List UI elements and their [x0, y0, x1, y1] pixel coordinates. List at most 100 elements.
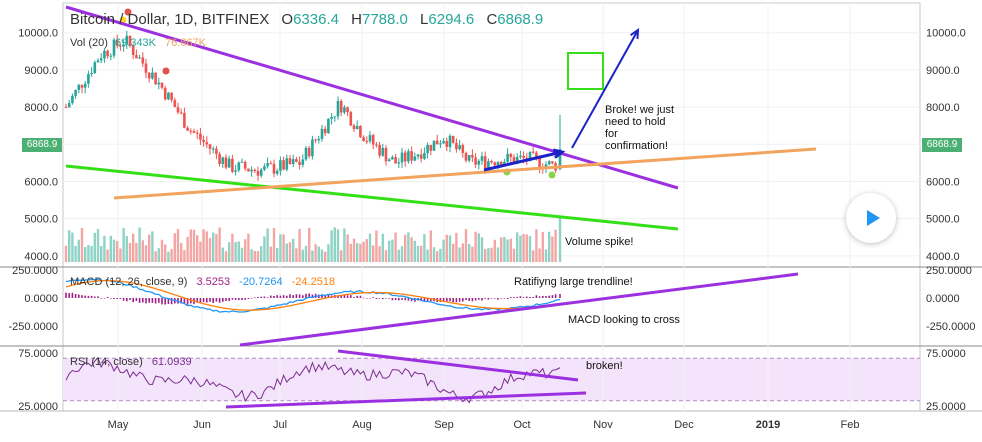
macd-histogram-bar — [298, 294, 301, 298]
volume-bar — [256, 251, 260, 262]
marker-red — [124, 8, 132, 16]
candle-body — [515, 157, 519, 164]
macd-histogram-bar — [257, 296, 259, 298]
candle-body — [394, 157, 397, 164]
note-ratify: Ratifiyng large trendline! — [514, 276, 633, 288]
candle-body — [67, 103, 71, 108]
candle-body — [179, 112, 183, 114]
candle-body — [535, 152, 538, 157]
candle-body — [547, 161, 551, 165]
volume-bar — [509, 238, 512, 262]
volume-bar — [487, 248, 490, 262]
volume-bar — [525, 234, 528, 262]
macd-histogram-bar — [385, 298, 387, 299]
rising-trendline — [113, 147, 817, 200]
volume-bar — [244, 239, 247, 262]
volume-bar — [372, 245, 375, 262]
candle-body — [122, 44, 125, 47]
volume-bar — [122, 227, 125, 262]
candle-body — [445, 140, 449, 148]
candle-body — [538, 156, 541, 169]
macd-histogram-bar — [100, 297, 102, 299]
volume-bar — [362, 241, 365, 262]
rsi-lower-trendline — [225, 391, 587, 409]
volume-bar — [208, 238, 212, 262]
volume-bar — [173, 233, 176, 262]
volume-bar — [394, 232, 397, 262]
macd-histogram-bar — [353, 297, 355, 298]
candle-body — [189, 130, 193, 132]
volume-bar — [551, 236, 554, 262]
macd-histogram-bar — [324, 295, 326, 298]
candle-body — [77, 84, 81, 90]
candle-body — [99, 58, 103, 61]
volume-bar — [532, 250, 535, 262]
volume-bar — [64, 245, 68, 262]
play-button[interactable] — [846, 193, 896, 243]
volume-bar — [192, 229, 196, 262]
breakout-arrow — [571, 29, 639, 149]
macd-histogram-bar — [158, 298, 160, 303]
macd-histogram-bar — [468, 298, 470, 301]
macd-histogram-bar — [260, 296, 262, 298]
macd-histogram-bar — [401, 298, 403, 300]
time-tick: Feb — [841, 419, 860, 431]
volume-bar — [416, 245, 420, 262]
volume-bar — [87, 244, 90, 262]
volume-bar — [240, 247, 244, 262]
macd-histogram-bar — [138, 298, 141, 303]
rsi-legend-label[interactable]: RSI (14, close) — [70, 356, 143, 368]
macd-histogram-bar — [161, 298, 163, 305]
candle-body — [87, 74, 90, 84]
volume-bar — [528, 236, 532, 262]
candle-body — [381, 147, 385, 156]
macd-histogram-bar — [241, 298, 243, 301]
volume-bar — [544, 249, 548, 262]
volume-bar — [285, 243, 288, 262]
candle-body — [147, 72, 151, 79]
rsi-line — [65, 356, 561, 404]
volume-bar — [375, 230, 378, 262]
volume-bar — [298, 229, 301, 262]
macd-histogram-bar — [398, 298, 400, 301]
volume-bar — [410, 237, 413, 262]
macd-histogram-bar — [244, 298, 246, 300]
macd-histogram-bar — [266, 297, 269, 298]
volume-value-1: 69.343K — [114, 37, 156, 49]
macd-histogram-bar — [135, 298, 138, 302]
macd-histogram-bar — [74, 293, 77, 298]
volume-bar — [340, 250, 343, 262]
macd-histogram-bar — [302, 295, 304, 298]
macd-histogram-bar — [506, 298, 509, 299]
volume-bar — [292, 238, 295, 262]
price-tick-right: 5000.0 — [926, 214, 960, 226]
volume-bar — [429, 230, 432, 262]
macd-histogram-bar — [196, 298, 198, 303]
candle-body — [131, 45, 135, 56]
candle-body — [343, 107, 346, 113]
macd-histogram-bar — [276, 295, 278, 298]
volume-bar — [80, 227, 84, 262]
rsi-tick-right: 75.0000 — [926, 348, 966, 360]
candle-body — [317, 138, 321, 141]
volume-bar — [314, 244, 317, 262]
candle-body — [141, 57, 145, 64]
candle-body — [263, 166, 266, 170]
volume-legend-label[interactable]: Vol (20) — [70, 37, 108, 49]
macd-histogram-bar — [186, 298, 189, 305]
volume-bar — [356, 243, 359, 262]
candle-body — [506, 153, 509, 162]
volume-bar — [132, 233, 135, 262]
macd-histogram-bar — [474, 298, 477, 301]
macd-histogram-bar — [94, 296, 96, 298]
candle-body — [83, 83, 87, 88]
macd-histogram-bar — [122, 298, 125, 301]
rsi-tick-left: 75.0000 — [18, 348, 58, 360]
volume-value-2: 76.667K — [165, 37, 207, 49]
macd-legend-label[interactable]: MACD (12, 26, close, 9) — [70, 276, 188, 288]
macd-histogram-bar — [343, 294, 346, 298]
symbol-title[interactable]: Bitcoin / Dollar, 1D, BITFINEX — [70, 11, 270, 28]
volume-bar — [445, 234, 448, 262]
candle-body — [346, 107, 349, 113]
